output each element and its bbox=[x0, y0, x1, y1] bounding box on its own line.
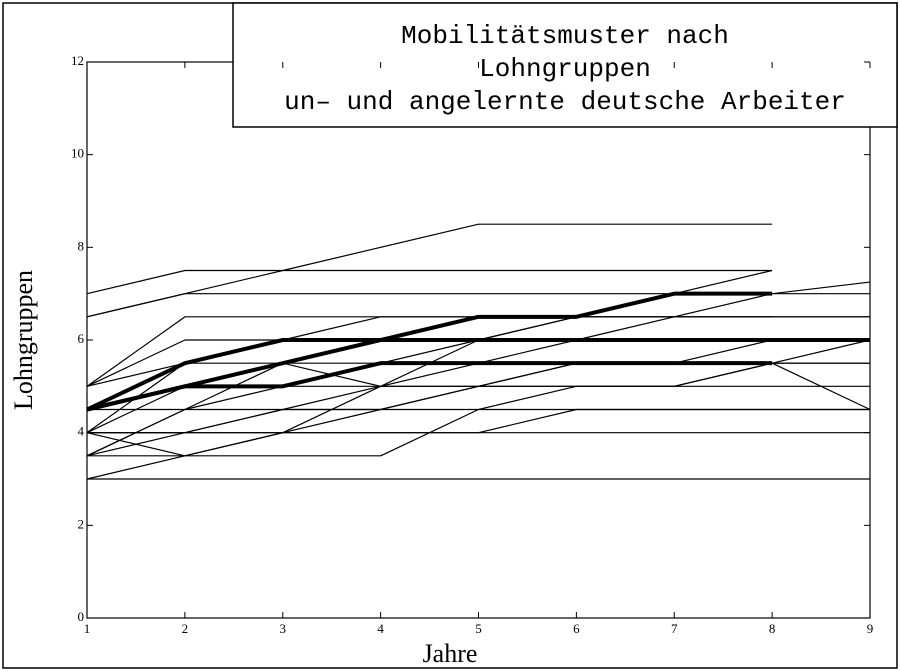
line bbox=[86, 223, 773, 318]
y-tick-label: 6 bbox=[78, 331, 85, 346]
x-tick-label: 5 bbox=[475, 621, 482, 636]
lines bbox=[86, 223, 871, 480]
x-tick-label: 6 bbox=[573, 621, 580, 636]
x-tick-label: 7 bbox=[671, 621, 678, 636]
line bbox=[86, 293, 870, 318]
line bbox=[86, 293, 773, 411]
line bbox=[87, 339, 871, 457]
line bbox=[86, 316, 870, 387]
title-line: un– und angelernte deutsche Arbeiter bbox=[284, 87, 846, 117]
x-tick-label: 9 bbox=[867, 621, 874, 636]
y-axis-label: Lohngruppen bbox=[9, 270, 38, 410]
line bbox=[86, 291, 773, 412]
x-tick-label: 1 bbox=[84, 621, 91, 636]
x-tick-label: 4 bbox=[377, 621, 384, 636]
line bbox=[86, 361, 773, 412]
line bbox=[86, 269, 773, 295]
x-tick-label: 2 bbox=[182, 621, 189, 636]
line bbox=[86, 338, 870, 412]
line bbox=[87, 408, 870, 434]
y-tick-label: 12 bbox=[71, 53, 84, 68]
y-tick-label: 2 bbox=[78, 516, 85, 531]
title-line: Lohngruppen bbox=[479, 54, 651, 84]
y-tick-label: 0 bbox=[78, 609, 85, 624]
title-line: Mobilitätsmuster nach bbox=[401, 21, 729, 51]
y-tick-label: 8 bbox=[78, 238, 85, 253]
x-tick-label: 8 bbox=[769, 621, 776, 636]
title-box bbox=[232, 2, 898, 128]
y-tick-label: 10 bbox=[71, 146, 84, 161]
y-tick-label: 4 bbox=[78, 424, 85, 439]
x-tick-label: 3 bbox=[280, 621, 287, 636]
x-axis-label: Jahre bbox=[423, 639, 478, 668]
